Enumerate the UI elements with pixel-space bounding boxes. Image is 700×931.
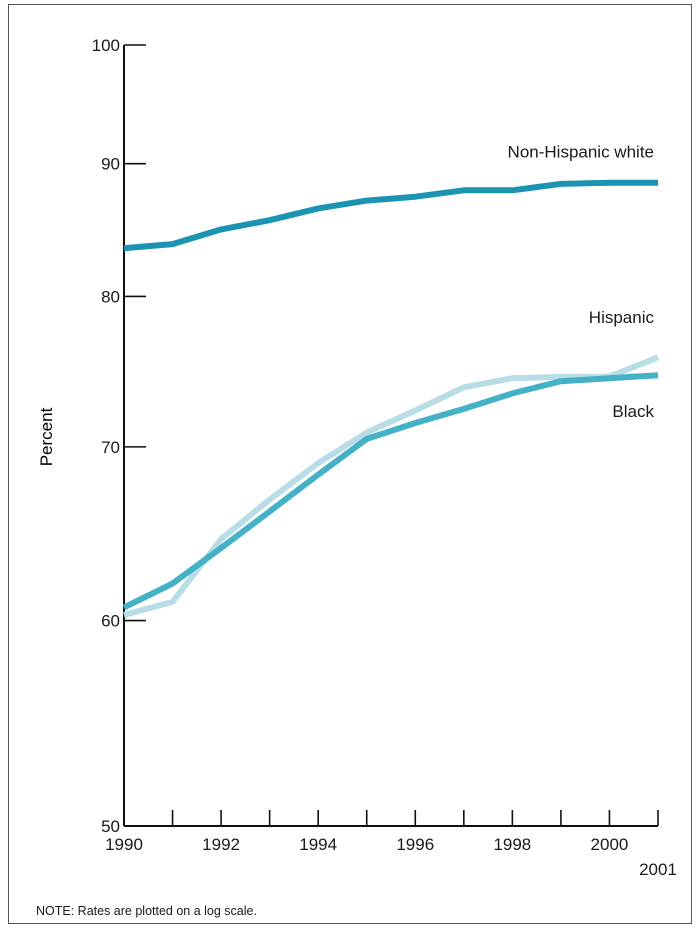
series-label-black: Black [612,402,654,421]
series-line-hispanic [123,354,660,618]
x-tick-label: 1990 [105,835,143,854]
y-tick-label: 100 [92,36,120,55]
x-tick-label: 2000 [591,835,629,854]
series-label-non-hispanic-white: Non-Hispanic white [508,143,654,162]
series-line-black [122,372,659,611]
series-line-non-hispanic-white [123,179,658,252]
figure-frame [8,4,692,924]
y-tick-label: 80 [101,287,120,306]
y-axis-label: Percent [37,407,56,466]
series-labels: Non-Hispanic white Hispanic Black [508,143,655,422]
axes: 50 60 70 80 90 100 1990 1992 1994 1996 1998 2000 200… [92,36,677,879]
x-tick-label: 1994 [299,835,337,854]
x-tick-label: 1992 [202,835,240,854]
x-tick-label: 1998 [493,835,531,854]
y-tick-label: 50 [101,817,120,836]
y-tick-label: 90 [101,155,120,174]
x-tick-label: 1996 [396,835,434,854]
y-tick-label: 60 [101,612,120,631]
series-lines [122,179,660,618]
series-label-hispanic: Hispanic [589,308,655,327]
y-tick-label: 70 [101,438,120,457]
x-tick-label: 2001 [639,860,677,879]
chart-note: NOTE: Rates are plotted on a log scale. [36,904,257,918]
